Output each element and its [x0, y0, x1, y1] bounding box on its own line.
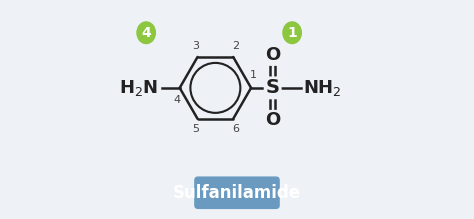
Ellipse shape [137, 22, 155, 44]
Text: O: O [265, 111, 280, 129]
Text: 3: 3 [192, 41, 199, 51]
Text: 2: 2 [232, 41, 239, 51]
Text: 6: 6 [232, 124, 239, 134]
FancyBboxPatch shape [194, 177, 280, 209]
Text: 1: 1 [287, 26, 297, 40]
Text: 5: 5 [192, 124, 199, 134]
Text: 4: 4 [173, 95, 181, 105]
Text: S: S [265, 78, 280, 97]
Text: 4: 4 [141, 26, 151, 40]
Text: 1: 1 [250, 70, 257, 80]
Text: NH$_2$: NH$_2$ [303, 78, 341, 98]
Text: Sulfanilamide: Sulfanilamide [173, 184, 301, 202]
Ellipse shape [283, 22, 301, 44]
Text: H$_2$N: H$_2$N [119, 78, 158, 98]
Text: O: O [265, 46, 280, 64]
